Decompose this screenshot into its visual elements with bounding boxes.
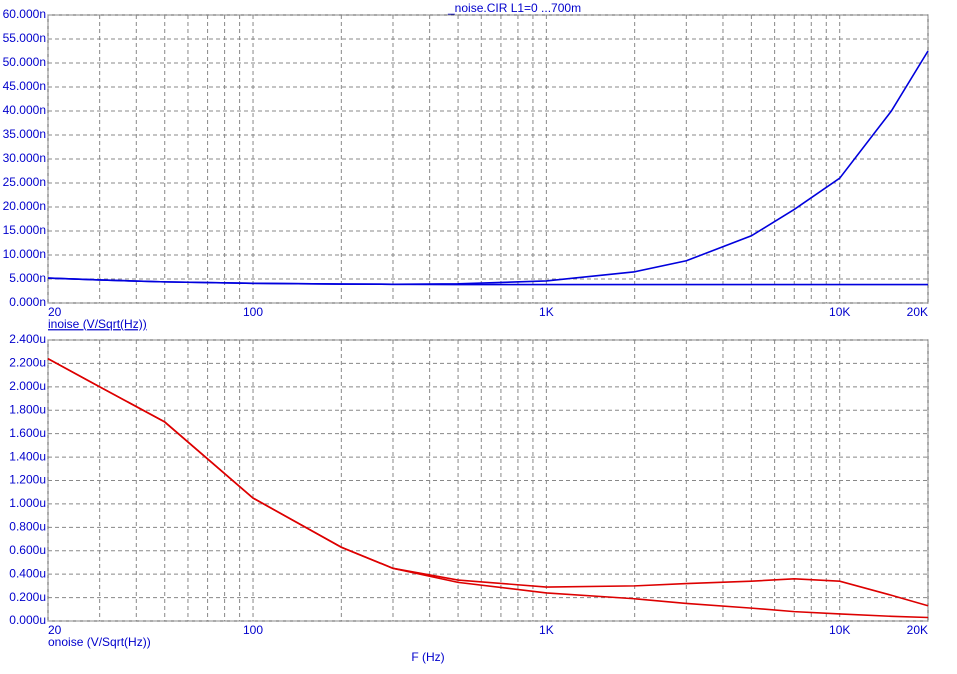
y-tick-label: 50.000n — [3, 55, 46, 69]
y-tick-label: 20.000n — [3, 199, 46, 213]
x-tick-label: 1K — [539, 623, 554, 637]
y-tick-label: 35.000n — [3, 127, 46, 141]
y-tick-label: 45.000n — [3, 79, 46, 93]
y-tick-label: 1.000u — [9, 496, 46, 510]
x-tick-label: 20K — [907, 623, 928, 637]
y-tick-label: 0.000n — [9, 295, 46, 309]
x-tick-label: 10K — [829, 623, 850, 637]
series-line — [47, 50, 929, 286]
series-line — [47, 277, 928, 286]
x-tick-label: 100 — [243, 623, 263, 637]
chart-title: _noise.CIR L1=0 ...700m — [447, 1, 581, 15]
x-tick-label: 10K — [829, 305, 850, 319]
y-tick-label: 40.000n — [3, 103, 46, 117]
y-axis-label: onoise (V/Sqrt(Hz)) — [48, 635, 151, 649]
x-tick-label: 100 — [243, 305, 263, 319]
y-tick-label: 1.200u — [9, 473, 46, 487]
y-tick-label: 0.600u — [9, 543, 46, 557]
y-tick-label: 60.000n — [3, 7, 46, 21]
series-line — [47, 358, 929, 607]
y-axis-label: inoise (V/Sqrt(Hz)) — [48, 317, 147, 331]
x-tick-label: 20 — [48, 305, 62, 319]
y-tick-label: 15.000n — [3, 223, 46, 237]
y-tick-label: 1.400u — [9, 449, 46, 463]
y-tick-label: 0.800u — [9, 520, 46, 534]
y-tick-label: 55.000n — [3, 31, 46, 45]
plot-area — [47, 14, 929, 304]
y-tick-label: 2.000u — [9, 379, 46, 393]
y-tick-label: 30.000n — [3, 151, 46, 165]
x-tick-label: 1K — [539, 305, 554, 319]
y-tick-label: 5.000n — [9, 271, 46, 285]
x-axis-label: F (Hz) — [411, 650, 444, 664]
x-tick-label: 20 — [48, 623, 62, 637]
y-tick-label: 0.000u — [9, 613, 46, 627]
series-line — [47, 358, 929, 619]
y-tick-label: 0.400u — [9, 566, 46, 580]
y-tick-label: 1.600u — [9, 426, 46, 440]
y-tick-label: 25.000n — [3, 175, 46, 189]
y-tick-label: 10.000n — [3, 247, 46, 261]
x-tick-label: 20K — [907, 305, 928, 319]
y-tick-label: 2.200u — [9, 356, 46, 370]
y-tick-label: 2.400u — [9, 332, 46, 346]
y-tick-label: 0.200u — [9, 590, 46, 604]
y-tick-label: 1.800u — [9, 402, 46, 416]
